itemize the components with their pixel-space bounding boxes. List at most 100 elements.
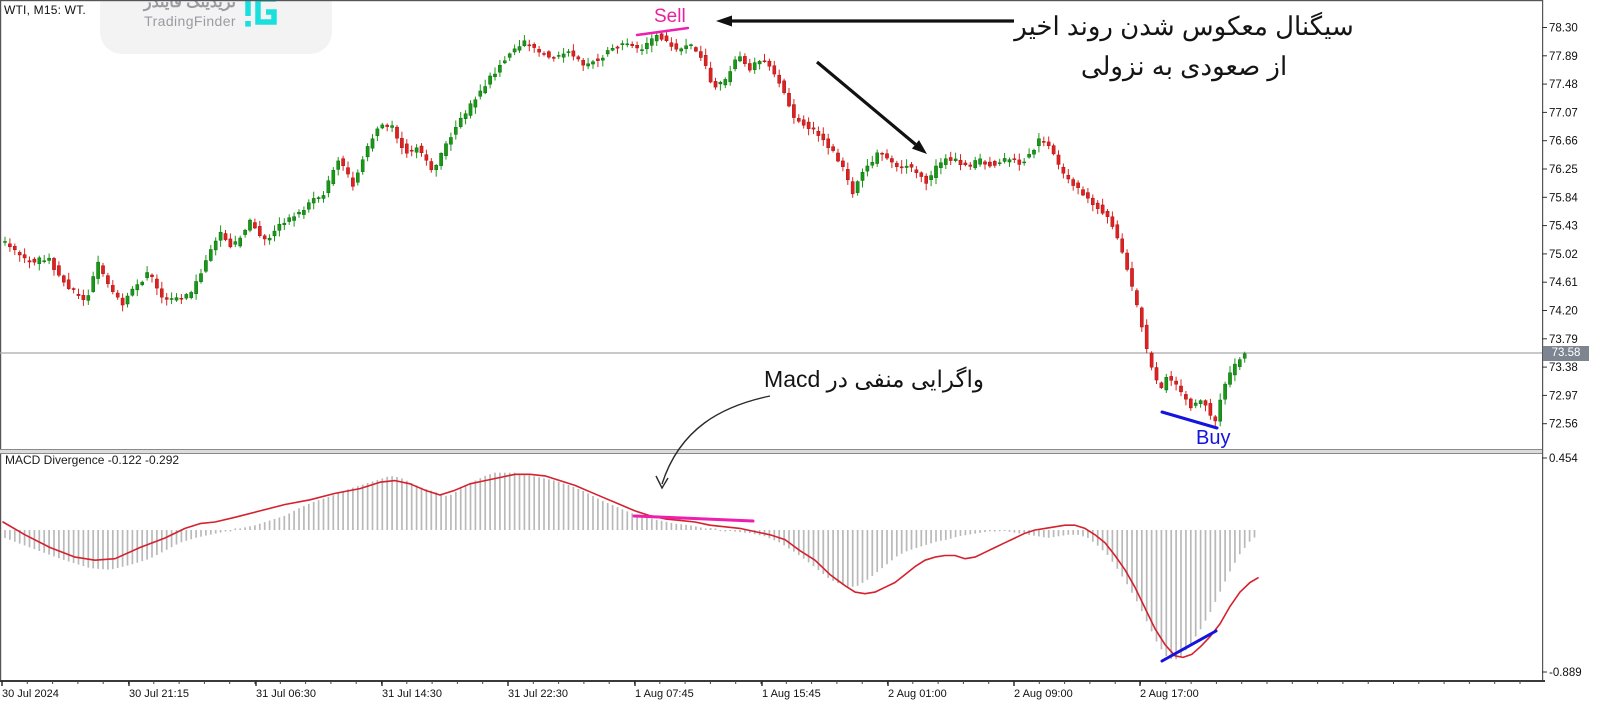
candlestick (1100, 204, 1105, 214)
buy-signal-label: Buy (1196, 427, 1231, 449)
candlestick (292, 216, 296, 221)
candlestick (449, 137, 453, 145)
sell-divergence-trendline (635, 26, 690, 37)
time-axis-label: 1 Aug 15:45 (762, 688, 821, 700)
candlestick (1159, 382, 1164, 388)
candlestick (199, 273, 203, 282)
candlestick (478, 90, 483, 97)
sell-signal-label: Sell (654, 6, 686, 27)
candlestick (993, 161, 997, 166)
candlestick (429, 161, 434, 171)
candlestick (66, 279, 71, 289)
candlestick (208, 249, 213, 261)
curved-arrow-head (655, 475, 669, 490)
candlestick (772, 65, 777, 75)
candlestick (346, 167, 350, 175)
candlestick (1081, 189, 1085, 196)
candlestick (272, 230, 277, 237)
candlestick (351, 177, 355, 187)
candlestick (743, 56, 747, 64)
candlestick (1139, 307, 1144, 328)
candlestick (302, 210, 306, 215)
candlestick (650, 38, 654, 46)
macd-positive-divergence-line (1160, 629, 1218, 663)
candlestick (703, 55, 708, 66)
indicator-name-values: MACD Divergence -0.122 -0.292 (5, 453, 180, 467)
time-axis-label: 1 Aug 07:45 (635, 688, 694, 700)
candlestick (591, 61, 595, 65)
candlestick (331, 170, 336, 185)
candlestick (71, 288, 76, 290)
candlestick (659, 33, 664, 40)
candlestick (444, 143, 448, 156)
candlestick (1233, 363, 1237, 376)
candlestick (37, 257, 42, 264)
price-axis-label: 76.66 (1549, 136, 1578, 148)
candlestick (1169, 376, 1173, 381)
candlestick (125, 295, 130, 305)
candlestick (983, 161, 987, 165)
candlestick (708, 67, 713, 83)
candlestick (777, 74, 781, 84)
candlestick (674, 43, 679, 50)
candlestick (488, 75, 492, 85)
candlestick (537, 49, 541, 53)
candlestick (1051, 145, 1056, 155)
arrow-to-sell-signal-head (716, 15, 732, 27)
candlestick (968, 164, 973, 167)
candlestick (1125, 252, 1129, 270)
candlestick (1115, 224, 1120, 239)
candlestick (458, 117, 463, 127)
candlestick (424, 154, 429, 161)
candlestick (1046, 141, 1051, 147)
candlestick (797, 118, 801, 122)
candlestick (836, 152, 840, 162)
candlestick (924, 175, 928, 184)
macd-axis-max-label: 0.454 (1549, 453, 1578, 465)
candlestick (752, 62, 757, 70)
candlestick (566, 51, 571, 53)
candlestick (1090, 197, 1095, 205)
candlestick (909, 164, 914, 168)
candlestick (130, 288, 135, 296)
buy-divergence-trendline (1160, 410, 1219, 430)
price-axis-label: 72.56 (1549, 419, 1578, 431)
candlestick (493, 73, 497, 77)
candlestick (184, 294, 189, 299)
candlestick (17, 252, 22, 256)
time-axis-label: 30 Jul 2024 (2, 688, 59, 700)
candlestick (483, 86, 488, 94)
candlestick (684, 45, 688, 49)
candlestick (890, 158, 894, 163)
candlestick (258, 226, 262, 236)
candlestick (581, 60, 585, 66)
candlestick (473, 99, 478, 108)
candlestick (135, 284, 140, 291)
candlestick (81, 295, 86, 300)
trend-reversal-line2: از صعودی به نزولی (1080, 51, 1288, 81)
time-axis-label: 2 Aug 01:00 (888, 688, 947, 700)
chart-border-top (0, 0, 1542, 2)
candlestick (586, 63, 590, 67)
candlestick (228, 238, 233, 248)
candlestick (1174, 380, 1178, 385)
candlestick (723, 79, 728, 86)
price-axis-label: 74.20 (1549, 306, 1578, 318)
candlestick (958, 160, 963, 166)
candlestick (787, 92, 791, 107)
candlestick (811, 127, 816, 130)
candlestick (914, 169, 919, 173)
candlestick (1198, 400, 1203, 404)
candlestick (159, 288, 164, 298)
candlestick (419, 145, 424, 154)
candlestick (1193, 402, 1198, 406)
candlestick (939, 162, 943, 168)
arrow-downtrend (815, 60, 917, 146)
candlestick (174, 297, 179, 301)
price-axis-label: 78.30 (1549, 23, 1578, 35)
chart-border-left (0, 0, 2, 681)
candlestick (282, 222, 287, 226)
candlestick (316, 197, 321, 199)
